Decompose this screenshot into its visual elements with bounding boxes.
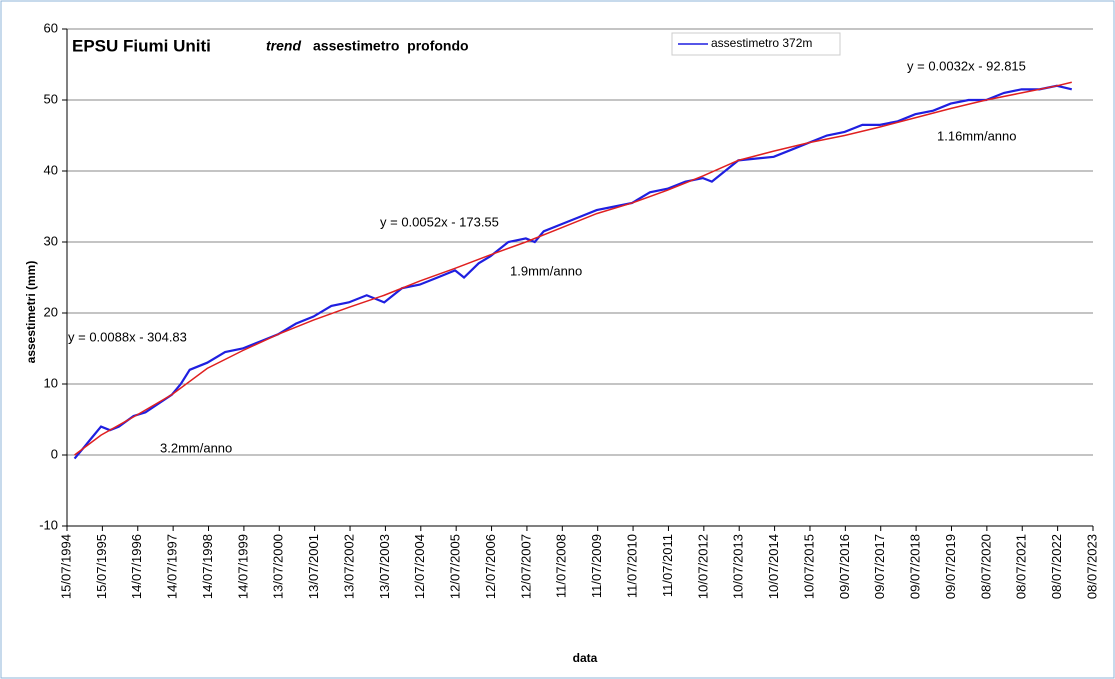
- x-tick-label: 10/07/2015: [801, 534, 816, 599]
- annotation: y = 0.0052x - 173.55: [380, 214, 499, 229]
- x-tick-label: 08/07/2023: [1084, 534, 1099, 599]
- subtitle-emphasis: trend: [266, 38, 301, 54]
- subtitle: assestimetro profondo: [313, 38, 469, 54]
- x-tick-label: 15/07/1994: [58, 534, 73, 599]
- x-axis-label: data: [573, 651, 598, 665]
- annotation: 1.9mm/anno: [510, 263, 582, 278]
- x-tick-label: 13/07/2000: [271, 534, 286, 599]
- series-line: [74, 81, 1072, 456]
- x-tick-label: 11/07/2011: [660, 534, 675, 597]
- x-tick-label: 12/07/2006: [483, 534, 498, 599]
- x-tick-label: 11/07/2008: [554, 534, 569, 598]
- x-tick-label: 10/07/2014: [766, 534, 781, 599]
- x-tick-label: 10/07/2012: [695, 534, 710, 599]
- y-tick-label: 40: [44, 162, 58, 177]
- y-tick-label: 50: [44, 91, 58, 106]
- x-tick-label: 09/07/2016: [837, 534, 852, 599]
- x-tick-label: 09/07/2019: [943, 534, 958, 599]
- annotation: 3.2mm/anno: [160, 440, 232, 455]
- legend-label: assestimetro 372m: [711, 36, 812, 50]
- x-tick-label: 08/07/2021: [1014, 534, 1029, 599]
- x-tick-label: 11/07/2009: [589, 534, 604, 598]
- chart-title: EPSU Fiumi Uniti: [72, 36, 211, 55]
- x-tick-label: 15/07/1995: [94, 534, 109, 599]
- annotation: 1.16mm/anno: [937, 128, 1017, 143]
- x-tick-label: 08/07/2020: [978, 534, 993, 599]
- x-tick-label: 11/07/2010: [625, 534, 640, 598]
- legend-box: [671, 32, 841, 56]
- x-tick-label: 13/07/2003: [377, 534, 392, 599]
- annotation: y = 0.0032x - 92.815: [907, 58, 1026, 73]
- annotation: y = 0.0088x - 304.83: [68, 329, 187, 344]
- x-tick-label: 12/07/2005: [448, 534, 463, 599]
- x-tick-label: 10/07/2013: [731, 534, 746, 599]
- y-tick-label: 10: [44, 375, 58, 390]
- y-axis-label: assestimetri (mm): [24, 261, 38, 364]
- x-tick-label: 14/07/1999: [235, 534, 250, 599]
- y-tick-label: 60: [44, 20, 58, 35]
- x-tick-label: 09/07/2018: [908, 534, 923, 599]
- x-tick-label: 14/07/1996: [129, 534, 144, 599]
- x-tick-label: 12/07/2007: [518, 534, 533, 599]
- x-tick-label: 14/07/1998: [200, 534, 215, 599]
- y-tick-label: -10: [39, 517, 58, 532]
- y-tick-label: 0: [51, 446, 58, 461]
- x-tick-label: 08/07/2022: [1049, 534, 1064, 599]
- x-tick-label: 13/07/2001: [306, 534, 321, 599]
- x-tick-label: 12/07/2004: [412, 534, 427, 599]
- x-tick-label: 14/07/1997: [165, 534, 180, 599]
- x-tick-label: 09/07/2017: [872, 534, 887, 599]
- y-tick-label: 30: [44, 233, 58, 248]
- x-tick-label: 13/07/2002: [341, 534, 356, 599]
- y-tick-label: 20: [44, 304, 58, 319]
